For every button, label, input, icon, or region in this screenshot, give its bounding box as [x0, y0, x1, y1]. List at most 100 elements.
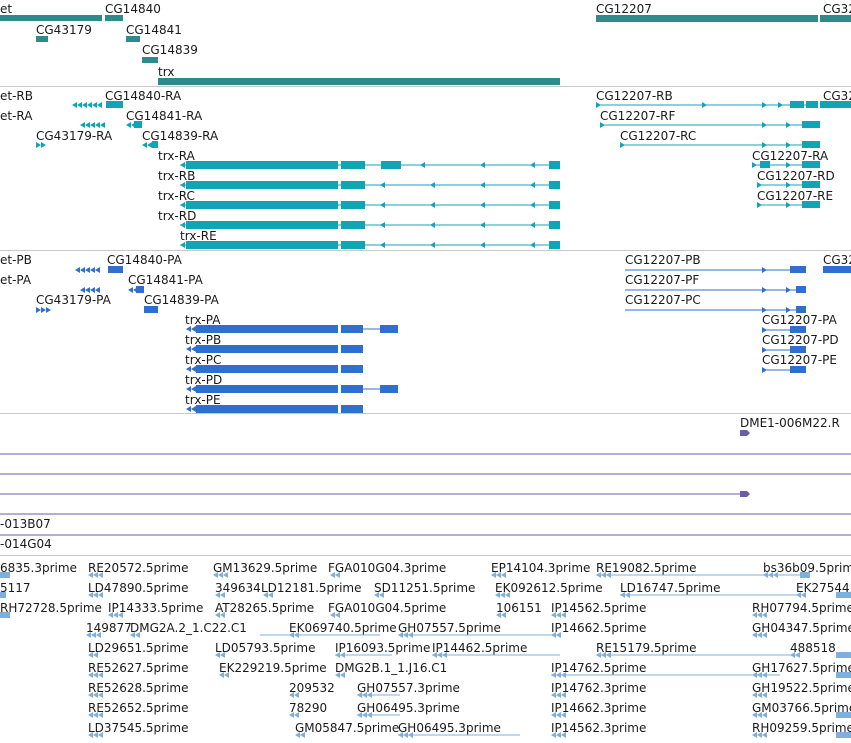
strand-arrow-left[interactable]	[430, 182, 435, 188]
strand-arrow-right[interactable]	[757, 202, 762, 208]
exon-block[interactable]	[549, 181, 560, 189]
gene-label[interactable]: CG14840	[105, 2, 161, 16]
strand-arrow-right[interactable]	[702, 102, 707, 108]
protein-label[interactable]: CG12207-PD	[762, 333, 839, 347]
strand-arrow-left[interactable]	[186, 326, 191, 332]
strand-arrow-left[interactable]	[77, 102, 82, 108]
strand-arrow-left[interactable]	[186, 366, 191, 372]
gene-glyph[interactable]	[105, 15, 123, 21]
transcript-label[interactable]: CG32	[823, 89, 851, 103]
feature-block[interactable]	[790, 326, 806, 333]
exon-block[interactable]	[549, 201, 560, 209]
strand-arrow-left[interactable]	[496, 572, 501, 578]
strand-arrow-left[interactable]	[762, 732, 767, 738]
gene-glyph[interactable]	[142, 57, 158, 63]
strand-arrow-left[interactable]	[556, 712, 561, 718]
strand-arrow-left[interactable]	[530, 162, 535, 168]
strand-arrow-right[interactable]	[752, 162, 757, 168]
strand-arrow-left[interactable]	[530, 182, 535, 188]
strand-arrow-right[interactable]	[786, 202, 791, 208]
strand-arrow-left[interactable]	[752, 692, 757, 698]
strand-arrow-left[interactable]	[220, 592, 225, 598]
protein-label[interactable]: CG12207-PA	[762, 313, 837, 327]
strand-arrow-left[interactable]	[90, 287, 95, 293]
strand-arrow-right[interactable]	[800, 267, 805, 273]
est-block[interactable]	[836, 732, 851, 738]
exon-block[interactable]	[186, 161, 338, 169]
est-label[interactable]: 78290	[289, 701, 328, 715]
strand-arrow-left[interactable]	[340, 672, 345, 678]
strand-arrow-left[interactable]	[380, 202, 385, 208]
est-label[interactable]: 6835.3prime	[0, 561, 77, 575]
est-label[interactable]: LD37545.5prime	[88, 721, 189, 735]
strand-arrow-left[interactable]	[224, 672, 229, 678]
strand-arrow-left[interactable]	[93, 572, 98, 578]
cds-block[interactable]	[196, 365, 338, 373]
cds-block[interactable]	[380, 385, 398, 393]
gene-label[interactable]: CG14839	[142, 43, 198, 57]
feature-block[interactable]	[802, 121, 820, 128]
est-label[interactable]: RH07794.5prime	[752, 601, 851, 615]
est-label[interactable]: RE52652.5prime	[88, 701, 189, 715]
strand-arrow-left[interactable]	[220, 612, 225, 618]
exon-block[interactable]	[549, 161, 560, 169]
transcript-label[interactable]: CG12207-RB	[596, 89, 673, 103]
protein-label[interactable]: CG12207-PB	[625, 253, 701, 267]
strand-arrow-left[interactable]	[95, 287, 100, 293]
est-label[interactable]: GH17627.5prime	[752, 661, 851, 675]
strand-arrow-right[interactable]	[600, 122, 605, 128]
strand-arrow-right[interactable]	[762, 102, 767, 108]
protein-label[interactable]: trx-PB	[185, 333, 222, 347]
strand-arrow-left[interactable]	[98, 712, 103, 718]
strand-arrow-left[interactable]	[88, 732, 93, 738]
strand-arrow-left[interactable]	[757, 632, 762, 638]
est-label[interactable]: IP14462.5prime	[432, 641, 528, 655]
strand-arrow-right[interactable]	[786, 162, 791, 168]
strand-arrow-right[interactable]	[41, 142, 46, 148]
protein-label[interactable]: CG32	[823, 253, 851, 267]
gene-glyph[interactable]	[820, 15, 851, 22]
strand-arrow-right[interactable]	[757, 182, 762, 188]
feature-block[interactable]	[144, 306, 158, 313]
est-label[interactable]: IP16093.5prime	[335, 641, 431, 655]
est-label[interactable]: GH19522.5prime	[752, 681, 851, 695]
strand-arrow-left[interactable]	[215, 612, 220, 618]
cdna-label[interactable]: DME1-006M22.R	[740, 416, 840, 430]
strand-arrow-left[interactable]	[335, 672, 340, 678]
strand-arrow-right[interactable]	[786, 142, 791, 148]
gene-label[interactable]: CG32	[823, 2, 851, 16]
strand-arrow-right[interactable]	[620, 142, 625, 148]
est-label[interactable]: EK092612.5prime	[495, 581, 603, 595]
cds-block[interactable]	[341, 325, 363, 333]
strand-arrow-left[interactable]	[505, 592, 510, 598]
exon-block[interactable]	[549, 221, 560, 229]
cdna-glyph[interactable]	[740, 430, 750, 436]
feature-block[interactable]	[106, 101, 123, 108]
cdna-glyph[interactable]	[740, 491, 750, 497]
strand-arrow-left[interactable]	[180, 242, 185, 248]
strand-arrow-left[interactable]	[480, 222, 485, 228]
exon-block[interactable]	[341, 201, 365, 209]
cds-block[interactable]	[196, 405, 338, 413]
strand-arrow-right[interactable]	[762, 142, 767, 148]
est-label[interactable]: RE52627.5prime	[88, 661, 189, 675]
protein-label[interactable]: CG14839-PA	[144, 293, 219, 307]
strand-arrow-left[interactable]	[556, 612, 561, 618]
strand-arrow-left[interactable]	[500, 592, 505, 598]
strand-arrow-left[interactable]	[757, 732, 762, 738]
strand-arrow-left[interactable]	[95, 267, 100, 273]
est-label[interactable]: RE20572.5prime	[88, 561, 189, 575]
gene-label[interactable]: trx	[158, 65, 175, 79]
gene-glyph[interactable]	[126, 36, 140, 42]
gene-label[interactable]: CG43179	[36, 23, 92, 37]
strand-arrow-right[interactable]	[46, 307, 51, 313]
strand-arrow-left[interactable]	[757, 692, 762, 698]
strand-arrow-left[interactable]	[294, 712, 299, 718]
transcript-label[interactable]: CG14841-RA	[126, 109, 203, 123]
feature-block[interactable]	[802, 201, 820, 208]
transcript-label[interactable]: et-RA	[0, 109, 33, 123]
est-block[interactable]	[836, 652, 851, 658]
strand-arrow-left[interactable]	[551, 732, 556, 738]
strand-arrow-left[interactable]	[80, 267, 85, 273]
strand-arrow-right[interactable]	[762, 347, 767, 353]
